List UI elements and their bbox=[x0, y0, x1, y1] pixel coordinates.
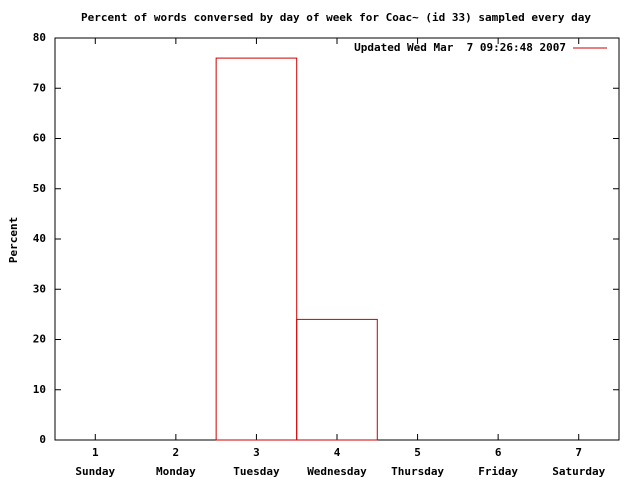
y-tick-label: 40 bbox=[33, 232, 46, 245]
y-tick-label: 50 bbox=[33, 182, 46, 195]
category-label: Tuesday bbox=[233, 465, 280, 478]
x-tick-label: 1 bbox=[92, 446, 99, 459]
category-label: Wednesday bbox=[307, 465, 367, 478]
category-label: Monday bbox=[156, 465, 196, 478]
x-tick-label: 5 bbox=[414, 446, 421, 459]
bar bbox=[296, 318, 378, 441]
category-label: Saturday bbox=[552, 465, 605, 478]
chart-title: Percent of words conversed by day of wee… bbox=[81, 11, 591, 24]
x-tick-label: 6 bbox=[495, 446, 502, 459]
y-tick-label: 20 bbox=[33, 333, 46, 346]
legend-label: Updated Wed Mar 7 09:26:48 2007 bbox=[354, 41, 566, 54]
bar bbox=[215, 57, 298, 441]
category-label: Sunday bbox=[75, 465, 115, 478]
category-label: Friday bbox=[478, 465, 518, 478]
y-tick-label: 30 bbox=[33, 282, 46, 295]
x-tick-label: 3 bbox=[253, 446, 260, 459]
y-tick-label: 60 bbox=[33, 132, 46, 145]
x-tick-label: 7 bbox=[575, 446, 582, 459]
y-tick-label: 80 bbox=[33, 31, 46, 44]
y-axis-label: Percent bbox=[7, 217, 20, 263]
y-tick-label: 70 bbox=[33, 81, 46, 94]
y-tick-label: 10 bbox=[33, 383, 46, 396]
x-tick-label: 2 bbox=[173, 446, 180, 459]
x-tick-label: 4 bbox=[334, 446, 341, 459]
category-label: Thursday bbox=[391, 465, 444, 478]
y-tick-label: 0 bbox=[39, 433, 46, 446]
